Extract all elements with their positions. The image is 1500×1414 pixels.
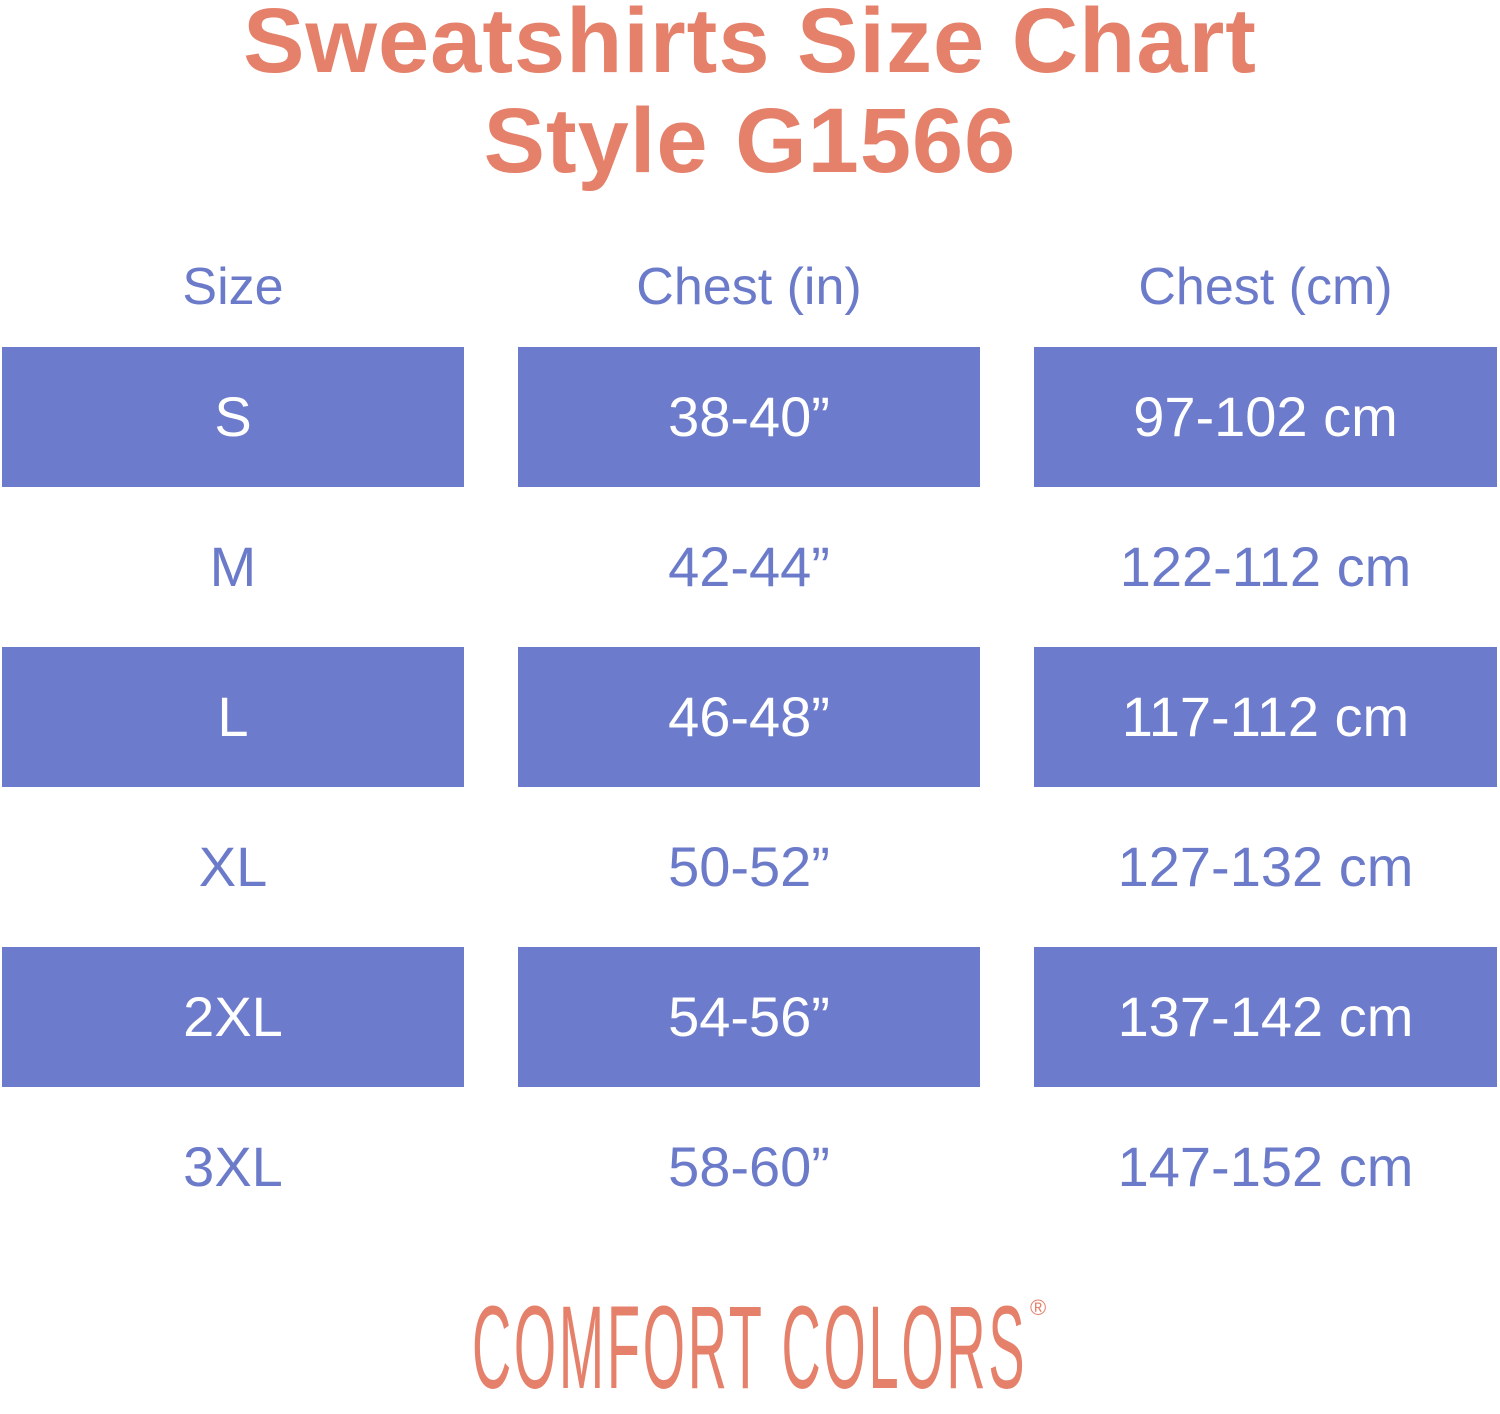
chart-subtitle: Style G1566	[483, 90, 1017, 192]
chart-title: Sweatshirts Size Chart	[243, 0, 1257, 92]
chest-in-cell: 46-48”	[518, 647, 980, 787]
size-cell: XL	[198, 835, 268, 898]
logo-text: COMFORT COLORS	[472, 1282, 1028, 1414]
chest-cm-cell: 117-112 cm	[1034, 647, 1497, 787]
chest-in-cell: 54-56”	[518, 947, 980, 1087]
size-cell: 2XL	[2, 947, 464, 1087]
size-cell: 3XL	[183, 1135, 283, 1198]
chest-in-cell: 42-44”	[668, 535, 830, 598]
chest-cm-cell: 137-142 cm	[1034, 947, 1497, 1087]
chest-cm-cell: 122-112 cm	[1119, 535, 1412, 598]
registered-mark: ®	[1030, 1295, 1047, 1320]
chest-in-cell: 38-40”	[518, 347, 980, 487]
header-chest-cm: Chest (cm)	[1138, 258, 1393, 316]
header-chest-in: Chest (in)	[636, 258, 862, 316]
chest-cm-cell: 97-102 cm	[1034, 347, 1497, 487]
chest-cm-cell: 147-152 cm	[1117, 1135, 1414, 1198]
header-size: Size	[182, 258, 284, 316]
chest-cm-cell: 127-132 cm	[1117, 835, 1414, 898]
size-cell: S	[2, 347, 464, 487]
size-cell: M	[209, 535, 257, 598]
chest-in-cell: 58-60”	[668, 1135, 830, 1198]
size-cell: L	[2, 647, 464, 787]
chest-in-cell: 50-52”	[668, 835, 830, 898]
brand-logo: COMFORT COLORS	[0, 1282, 1500, 1414]
